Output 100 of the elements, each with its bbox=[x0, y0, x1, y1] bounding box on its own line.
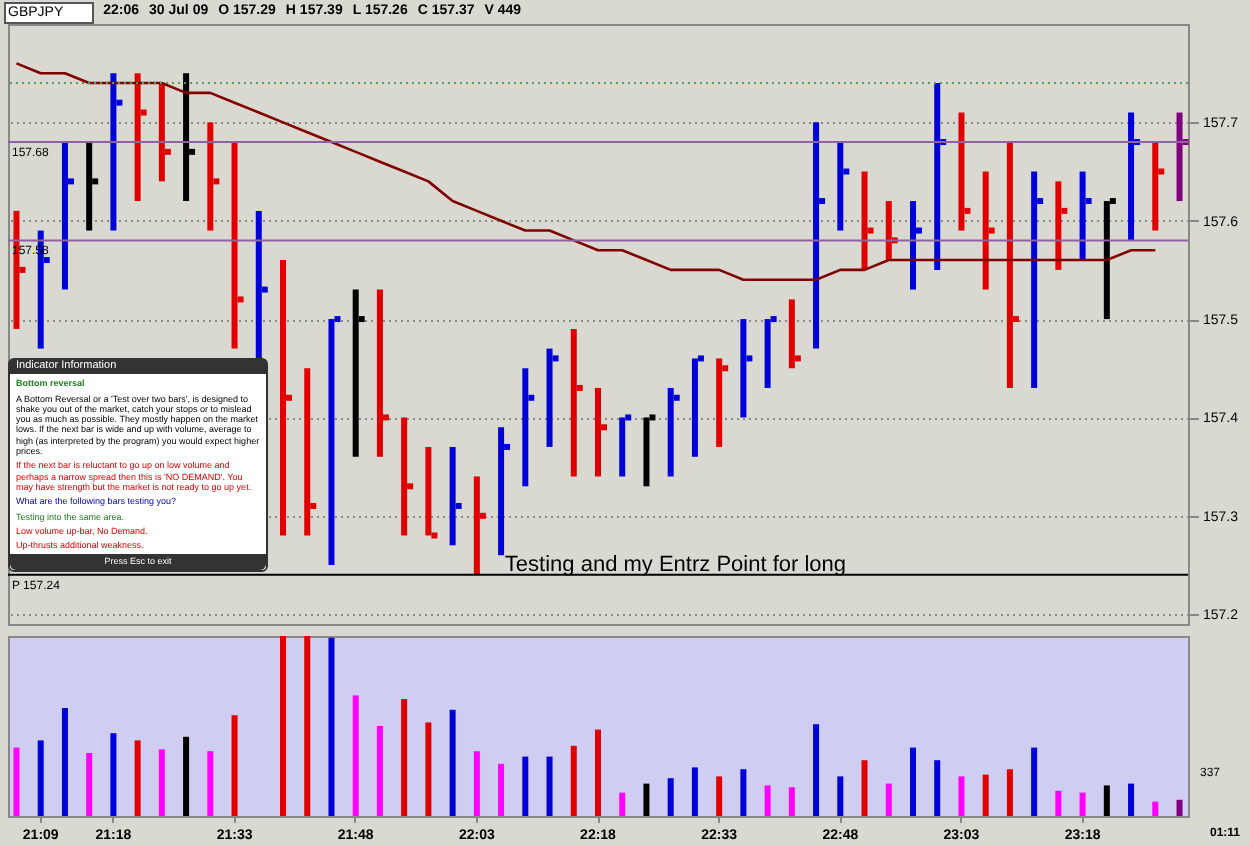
bar bbox=[813, 724, 820, 816]
bar bbox=[231, 715, 238, 816]
bar bbox=[425, 446, 432, 536]
bar bbox=[546, 348, 553, 447]
point bbox=[479, 512, 486, 519]
point bbox=[19, 266, 26, 273]
point bbox=[431, 532, 438, 539]
point bbox=[407, 483, 414, 490]
bar bbox=[885, 201, 892, 261]
bar bbox=[619, 792, 626, 816]
bar bbox=[158, 749, 165, 816]
point bbox=[334, 316, 341, 323]
bar bbox=[909, 747, 916, 816]
bar bbox=[667, 387, 674, 477]
bar bbox=[1128, 112, 1135, 241]
point bbox=[1109, 198, 1116, 205]
bar bbox=[352, 695, 359, 816]
bar bbox=[570, 328, 577, 477]
point bbox=[867, 227, 874, 234]
bar bbox=[304, 636, 311, 816]
bar bbox=[207, 751, 214, 816]
bar bbox=[37, 740, 44, 816]
bar bbox=[207, 122, 214, 231]
bar bbox=[1055, 181, 1062, 270]
point bbox=[261, 286, 268, 293]
bar bbox=[885, 783, 892, 816]
bar bbox=[255, 210, 262, 359]
bar bbox=[546, 756, 553, 816]
point bbox=[164, 148, 171, 155]
bar bbox=[376, 726, 383, 816]
bar bbox=[1176, 799, 1183, 816]
bar bbox=[61, 142, 68, 290]
bar bbox=[982, 774, 989, 816]
bar bbox=[401, 699, 408, 816]
point bbox=[964, 207, 971, 214]
bar bbox=[982, 171, 989, 290]
bar bbox=[764, 319, 771, 388]
bar bbox=[740, 319, 747, 418]
bar bbox=[110, 733, 117, 816]
bar bbox=[328, 319, 335, 565]
bar bbox=[595, 387, 601, 477]
bar bbox=[1006, 142, 1013, 388]
bar bbox=[328, 637, 335, 816]
point bbox=[116, 99, 123, 106]
bar bbox=[280, 260, 287, 536]
bar bbox=[1055, 790, 1062, 816]
point bbox=[915, 227, 922, 234]
bar bbox=[691, 767, 698, 816]
bar bbox=[643, 783, 650, 816]
bar bbox=[837, 776, 844, 816]
bar bbox=[522, 756, 529, 816]
bar bbox=[788, 299, 795, 369]
bar bbox=[1031, 747, 1038, 816]
point bbox=[1061, 207, 1068, 214]
point bbox=[189, 148, 196, 155]
bar bbox=[1128, 783, 1135, 816]
bar bbox=[352, 289, 359, 457]
bar bbox=[1031, 171, 1038, 388]
bar bbox=[522, 368, 529, 487]
bar bbox=[1103, 201, 1110, 320]
bar bbox=[1152, 801, 1159, 816]
point bbox=[697, 355, 704, 362]
bar bbox=[280, 636, 287, 816]
bar bbox=[158, 83, 165, 182]
annotation: Testing and my Entrz Point for long bbox=[504, 552, 847, 577]
bar bbox=[1079, 792, 1086, 816]
bar bbox=[86, 142, 93, 231]
bar bbox=[1103, 785, 1110, 816]
bar bbox=[1079, 171, 1086, 261]
bar bbox=[643, 417, 650, 487]
point bbox=[552, 355, 559, 362]
bar bbox=[934, 760, 941, 816]
point bbox=[576, 384, 583, 391]
bar bbox=[861, 171, 868, 270]
bar bbox=[134, 73, 141, 202]
point bbox=[67, 178, 74, 185]
point bbox=[43, 257, 50, 264]
point bbox=[601, 424, 607, 431]
bar bbox=[813, 122, 820, 349]
bar bbox=[110, 73, 117, 231]
point bbox=[1158, 168, 1165, 175]
line-series bbox=[15, 62, 1157, 282]
bar bbox=[1006, 769, 1013, 816]
bar bbox=[183, 73, 190, 202]
bar bbox=[861, 760, 868, 816]
bar bbox=[304, 368, 311, 536]
bar bbox=[61, 708, 68, 816]
point bbox=[843, 168, 850, 175]
bar bbox=[934, 83, 941, 270]
bar bbox=[958, 776, 965, 816]
bar bbox=[691, 358, 698, 457]
point bbox=[237, 296, 244, 303]
bar bbox=[667, 778, 674, 816]
point bbox=[310, 502, 317, 509]
bar bbox=[909, 201, 916, 290]
point bbox=[528, 394, 535, 401]
bar bbox=[788, 787, 795, 816]
point bbox=[673, 394, 680, 401]
bar bbox=[473, 751, 480, 816]
bar bbox=[449, 709, 456, 816]
